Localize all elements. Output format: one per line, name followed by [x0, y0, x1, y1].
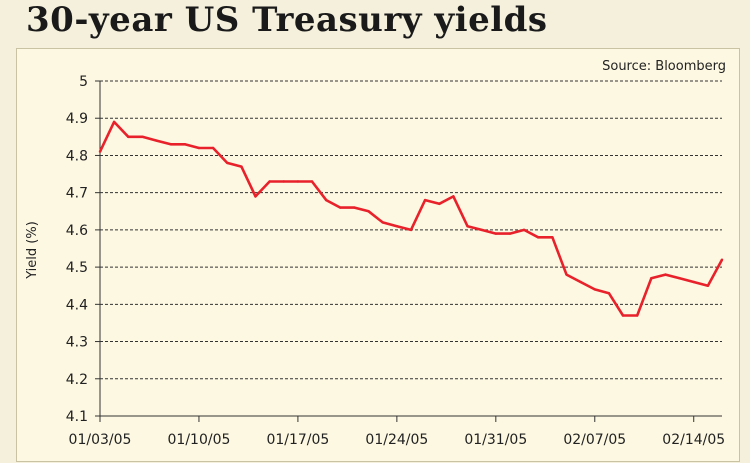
- x-tick-label: 02/07/05: [563, 432, 626, 448]
- axes: [99, 81, 722, 417]
- data-points: [98, 120, 724, 317]
- data-point: [169, 143, 172, 146]
- data-point: [480, 228, 483, 232]
- y-tick-label: 5: [79, 74, 88, 90]
- series-line: [98, 120, 724, 317]
- y-tick-label: 4.3: [66, 335, 88, 351]
- data-point: [579, 280, 582, 284]
- data-point: [296, 180, 300, 183]
- data-point: [720, 258, 724, 261]
- data-point: [141, 135, 144, 139]
- x-tick-label: 01/31/05: [464, 432, 527, 448]
- data-point: [650, 277, 653, 280]
- data-point: [565, 273, 568, 276]
- data-point: [466, 224, 469, 228]
- data-point: [282, 180, 285, 183]
- data-point: [339, 206, 342, 209]
- y-tick-label: 4.8: [66, 148, 88, 164]
- y-tick-label: 4.9: [66, 111, 88, 127]
- y-tick-label: 4.2: [66, 372, 88, 388]
- data-point: [183, 143, 187, 146]
- chart-panel: [16, 48, 740, 462]
- y-tick-label: 4.5: [66, 260, 88, 276]
- x-tick-labels: 01/03/05 01/10/05 01/17/05 01/24/05 01/31/05…: [69, 416, 725, 448]
- data-point: [367, 210, 370, 213]
- data-point: [112, 120, 116, 124]
- x-tick-label: 01/24/05: [365, 432, 428, 448]
- data-point: [324, 198, 328, 202]
- data-point: [692, 280, 695, 284]
- data-point: [438, 202, 441, 206]
- data-point: [551, 236, 554, 239]
- data-point: [706, 284, 710, 287]
- data-point: [395, 224, 399, 228]
- data-point: [522, 228, 526, 232]
- data-point: [452, 195, 455, 198]
- data-point: [593, 288, 596, 291]
- y-tick-label: 4.1: [66, 409, 88, 425]
- data-point: [254, 195, 257, 198]
- chart-title: 30-year US Treasury yields: [26, 0, 548, 40]
- x-tick-label: 01/03/05: [69, 432, 132, 448]
- data-point: [155, 139, 158, 142]
- data-point: [409, 228, 413, 232]
- data-point: [508, 232, 512, 235]
- data-point: [98, 150, 102, 153]
- x-tick-label: 01/17/05: [266, 432, 329, 448]
- data-point: [537, 236, 540, 239]
- y-tick-label: 4.4: [66, 297, 88, 313]
- data-point: [494, 232, 498, 235]
- data-point: [381, 221, 384, 224]
- data-point: [621, 314, 625, 317]
- y-tick-labels: 5 4.9 4.8 4.7 4.6 4.5 4.4 4.3 4.2 4.1: [66, 74, 100, 425]
- data-point: [353, 206, 356, 209]
- data-point: [310, 180, 314, 183]
- data-point: [607, 291, 611, 295]
- data-point: [268, 180, 271, 183]
- data-point: [240, 165, 243, 168]
- data-point: [678, 277, 681, 280]
- source-note: Source: Bloomberg: [602, 59, 726, 74]
- x-tick-label: 01/10/05: [168, 432, 231, 448]
- data-point: [197, 146, 201, 150]
- data-point: [226, 161, 229, 165]
- y-axis-label: Yield (%): [25, 221, 40, 280]
- y-tick-label: 4.6: [66, 223, 88, 239]
- y-tick-label: 4.7: [66, 186, 88, 202]
- data-point: [211, 146, 215, 150]
- data-point: [635, 314, 639, 317]
- data-point: [127, 135, 130, 139]
- x-tick-label: 02/14/05: [662, 432, 725, 448]
- data-point: [664, 273, 667, 276]
- data-point: [423, 198, 427, 202]
